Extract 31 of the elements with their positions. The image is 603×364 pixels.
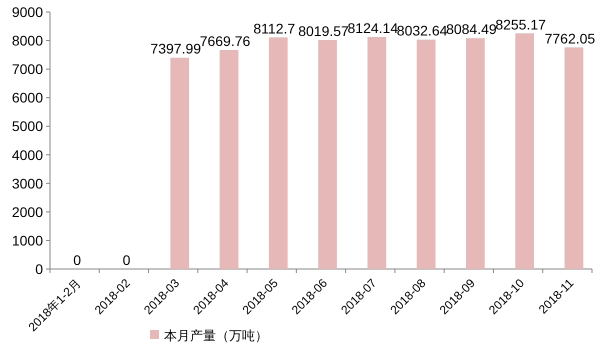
bar: [466, 38, 485, 269]
bar: [564, 47, 584, 269]
y-tick-label: 1000: [12, 232, 44, 248]
bar: [367, 37, 386, 269]
y-tick-label: 6000: [12, 90, 44, 106]
data-label: 7397.99: [150, 40, 202, 57]
data-label: 0: [73, 252, 82, 268]
y-tick-label: 7000: [12, 61, 44, 78]
y-tick-label: 3000: [12, 175, 44, 192]
data-label: 8084.49: [446, 21, 497, 38]
bar: [416, 40, 436, 269]
data-label: 7669.76: [200, 32, 251, 49]
data-label: 8255.17: [495, 16, 546, 32]
y-tick-label: 2000: [12, 204, 44, 220]
y-tick-label: 9000: [12, 4, 44, 20]
y-tick-label: 5000: [12, 118, 44, 134]
y-tick-label: 4000: [12, 146, 44, 163]
bar: [268, 37, 288, 269]
legend-label: 本月产量（万吨）: [164, 328, 268, 343]
data-label: 8032.64: [396, 22, 448, 39]
data-label: 0: [122, 252, 131, 268]
data-label: 7762.05: [544, 30, 596, 46]
y-tick-label: 8000: [12, 32, 44, 49]
bar: [220, 50, 238, 269]
data-label: 8124.14: [348, 20, 398, 36]
y-tick-label: 0: [35, 261, 44, 277]
bar: [515, 33, 534, 269]
data-label: 8112.7: [253, 20, 296, 36]
data-label: 8019.57: [298, 22, 350, 39]
bar: [318, 40, 337, 269]
bar: [170, 58, 190, 269]
